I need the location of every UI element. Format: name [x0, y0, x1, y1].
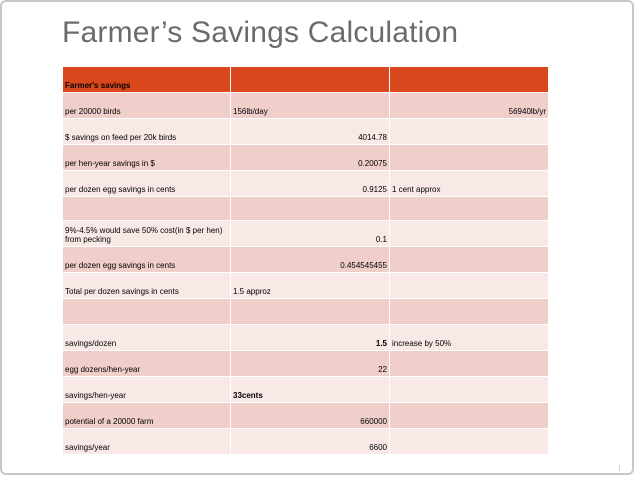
row-value: 6600: [230, 428, 390, 455]
table-row: [62, 196, 549, 221]
row-label: 9%-4.5% would save 50% cost(in $ per hen…: [62, 220, 231, 247]
table-row: savings/year 6600: [62, 428, 549, 455]
row-label: savings/dozen: [62, 324, 231, 351]
row-label: egg dozens/hen-year: [62, 350, 231, 377]
row-value: 0.454545455: [230, 246, 390, 273]
row-value: 33cents: [230, 376, 390, 403]
table-row: per 20000 birds 156lb/day 56940lb/yr: [62, 92, 549, 119]
table-row: potential of a 20000 farm 660000: [62, 402, 549, 429]
row-note: [389, 298, 549, 325]
row-note: [389, 376, 549, 403]
row-label: potential of a 20000 farm: [62, 402, 231, 429]
row-value: 1.5: [230, 324, 390, 351]
row-note: [389, 144, 549, 171]
row-note: [389, 246, 549, 273]
row-value: 156lb/day: [230, 92, 390, 119]
row-value: 22: [230, 350, 390, 377]
table-row: savings/hen-year 33cents: [62, 376, 549, 403]
row-note: [389, 196, 549, 221]
table-row: per dozen egg savings in cents 0.4545454…: [62, 246, 549, 273]
table-header-row: Farmer's savings: [62, 66, 549, 93]
row-note: [389, 402, 549, 429]
row-note: [389, 118, 549, 145]
savings-table: Farmer's savings per 20000 birds 156lb/d…: [62, 66, 549, 455]
table-row: per hen-year savings in $ 0.20075: [62, 144, 549, 171]
row-label: $ savings on feed per 20k birds: [62, 118, 231, 145]
row-label: [62, 298, 231, 325]
row-label: per dozen egg savings in cents: [62, 246, 231, 273]
row-value: 0.1: [230, 220, 390, 247]
table-row: [62, 298, 549, 325]
corner-mark: [619, 465, 624, 471]
row-value: 0.9125: [230, 170, 390, 197]
table-row: 9%-4.5% would save 50% cost(in $ per hen…: [62, 220, 549, 247]
row-note: [389, 350, 549, 377]
row-value: 1.5 approz: [230, 272, 390, 299]
row-note: [389, 220, 549, 247]
table-row: per dozen egg savings in cents 0.9125 1 …: [62, 170, 549, 197]
row-note: [389, 272, 549, 299]
row-label: per 20000 birds: [62, 92, 231, 119]
row-note: [389, 428, 549, 455]
row-note: 1 cent approx: [389, 170, 549, 197]
table-row: savings/dozen 1.5 increase by 50%: [62, 324, 549, 351]
row-note: 56940lb/yr: [389, 92, 549, 119]
table-row: Total per dozen savings in cents 1.5 app…: [62, 272, 549, 299]
row-label: per dozen egg savings in cents: [62, 170, 231, 197]
row-label: savings/hen-year: [62, 376, 231, 403]
header-cell: [389, 66, 549, 93]
header-cell: [230, 66, 390, 93]
table-row: egg dozens/hen-year 22: [62, 350, 549, 377]
row-value: [230, 196, 390, 221]
table-row: $ savings on feed per 20k birds 4014.78: [62, 118, 549, 145]
row-value: 660000: [230, 402, 390, 429]
slide-title: Farmer’s Savings Calculation: [62, 16, 459, 49]
row-value: [230, 298, 390, 325]
row-label: Total per dozen savings in cents: [62, 272, 231, 299]
header-cell: Farmer's savings: [62, 66, 231, 93]
row-label: savings/year: [62, 428, 231, 455]
row-label: [62, 196, 231, 221]
row-value: 4014.78: [230, 118, 390, 145]
row-label: per hen-year savings in $: [62, 144, 231, 171]
row-value: 0.20075: [230, 144, 390, 171]
row-note: increase by 50%: [389, 324, 549, 351]
